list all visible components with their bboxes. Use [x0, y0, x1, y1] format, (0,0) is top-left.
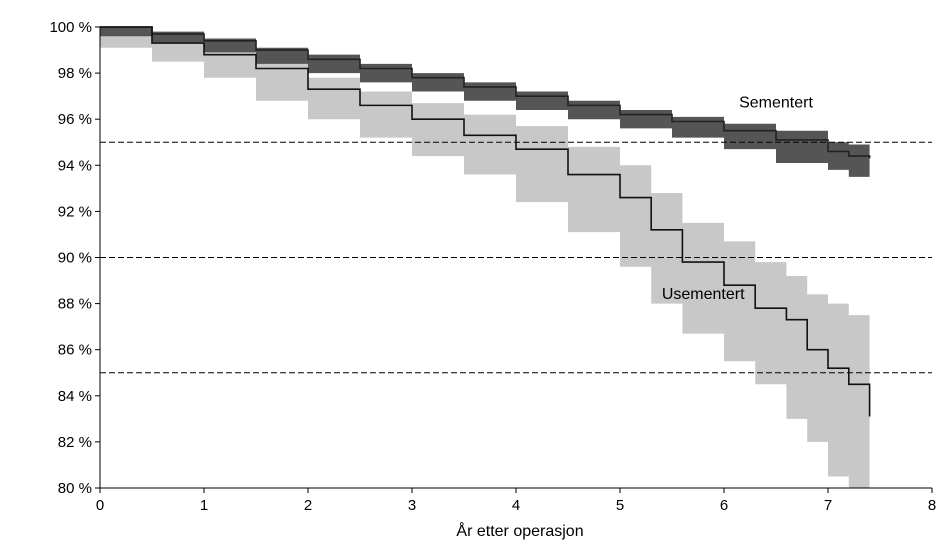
y-tick-label: 98 %	[58, 65, 92, 82]
series-label-sementert: Sementert	[739, 95, 813, 112]
axes: 80 % 82 % 84 % 86 % 88 % 90 % 92 % 94 % 96 % 98 %…	[49, 19, 936, 514]
y-tick-label: 96 %	[58, 111, 92, 128]
x-tick-label: 8	[928, 497, 936, 514]
y-tick-label: 84 %	[58, 388, 92, 405]
y-tick-label: 82 %	[58, 434, 92, 451]
x-tick-label: 7	[824, 497, 832, 514]
y-tick-label: 80 %	[58, 480, 92, 497]
x-axis-title: År etter operasjon	[456, 521, 583, 540]
y-tick-label: 88 %	[58, 296, 92, 313]
x-tick-label: 5	[616, 497, 624, 514]
x-tick-label: 1	[200, 497, 208, 514]
survival-lines	[100, 26, 871, 417]
survival-line-usementert	[100, 26, 871, 417]
y-tick-label: 86 %	[58, 342, 92, 359]
x-tick-label: 4	[512, 497, 520, 514]
survival-line-sementert	[100, 26, 871, 159]
series-label-usementert: Usementert	[662, 286, 745, 303]
x-tick-label: 3	[408, 497, 416, 514]
confidence-band-sementert	[100, 27, 870, 177]
y-tick-label: 100 %	[49, 19, 92, 36]
x-tick-label: 0	[96, 497, 104, 514]
y-tick-label: 94 %	[58, 157, 92, 174]
x-tick-label: 6	[720, 497, 728, 514]
x-tick-label: 2	[304, 497, 312, 514]
y-tick-label: 90 %	[58, 250, 92, 267]
y-tick-label: 92 %	[58, 203, 92, 220]
series-labels: Sementert Usementert	[662, 95, 814, 303]
